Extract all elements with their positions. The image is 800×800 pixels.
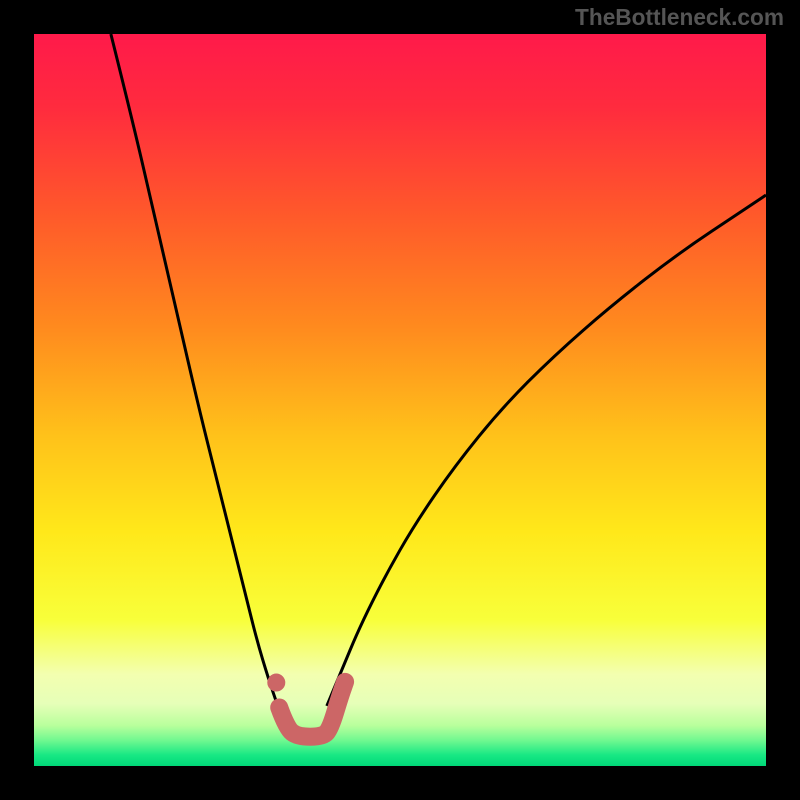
- highlight-dot: [267, 674, 285, 692]
- chart-svg: [0, 0, 800, 800]
- plot-background: [34, 34, 766, 766]
- stage: TheBottleneck.com: [0, 0, 800, 800]
